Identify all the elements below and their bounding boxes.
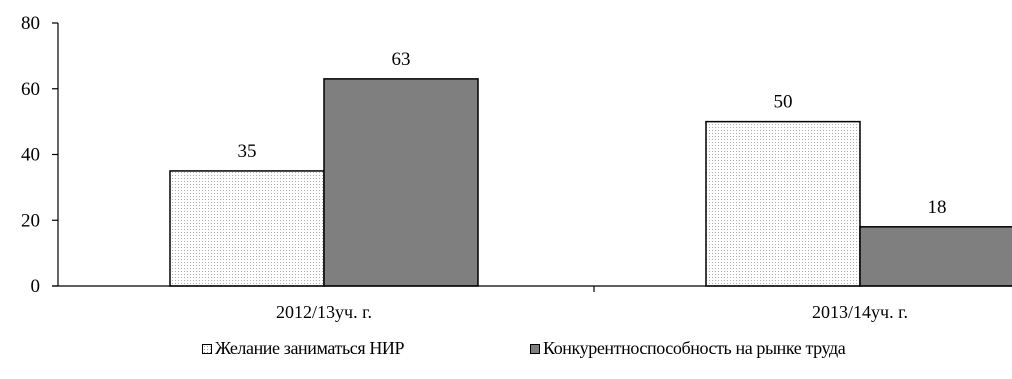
bar-series-2-2 — [859, 226, 1012, 287]
legend-label-series-1: Желание заниматься НИР — [215, 338, 405, 358]
bar-series-1-2 — [705, 120, 861, 287]
legend-label-series-2: Конкурентноспособность на рынке труда — [543, 338, 846, 358]
data-label-series-1-2: 50 — [774, 92, 793, 113]
legend-swatch-series-1 — [202, 343, 212, 354]
bar-series-1-1 — [169, 170, 325, 287]
y-tick-label-0: 0 — [31, 276, 41, 297]
x-category-label-1: 2012/13уч. г. — [276, 302, 372, 322]
bar-series-2-1 — [323, 78, 479, 287]
chart-legend: Желание заниматься НИР Конкурентноспособ… — [0, 338, 1012, 364]
data-label-series-2-1: 63 — [392, 49, 411, 70]
legend-swatch-series-2 — [530, 343, 540, 354]
data-label-series-2-2: 18 — [928, 197, 947, 218]
y-tick-label-60: 60 — [21, 79, 40, 100]
data-label-series-1-1: 35 — [238, 141, 257, 162]
y-tick-label-80: 80 — [21, 13, 40, 34]
legend-item-series-2: Конкурентноспособность на рынке труда — [530, 338, 846, 359]
legend-item-series-1: Желание заниматься НИР — [202, 338, 405, 359]
x-category-label-2: 2013/14уч. г. — [812, 302, 908, 322]
y-tick-label-40: 40 — [21, 145, 40, 166]
y-tick-label-20: 20 — [21, 210, 40, 231]
